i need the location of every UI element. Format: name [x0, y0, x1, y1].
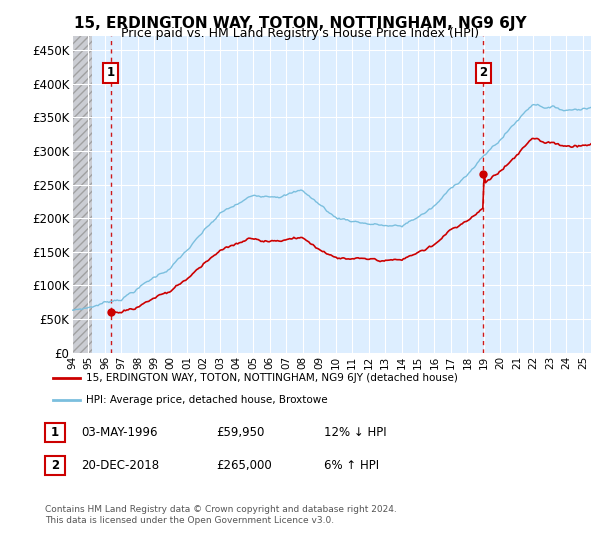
Text: Price paid vs. HM Land Registry's House Price Index (HPI): Price paid vs. HM Land Registry's House … [121, 27, 479, 40]
Text: Contains HM Land Registry data © Crown copyright and database right 2024.
This d: Contains HM Land Registry data © Crown c… [45, 505, 397, 525]
Text: 1: 1 [51, 426, 59, 439]
Text: 15, ERDINGTON WAY, TOTON, NOTTINGHAM, NG9 6JY (detached house): 15, ERDINGTON WAY, TOTON, NOTTINGHAM, NG… [86, 373, 457, 383]
Text: 1: 1 [106, 66, 115, 80]
Text: 03-MAY-1996: 03-MAY-1996 [81, 426, 157, 439]
Text: 2: 2 [51, 459, 59, 473]
Text: 12% ↓ HPI: 12% ↓ HPI [324, 426, 386, 439]
Text: HPI: Average price, detached house, Broxtowe: HPI: Average price, detached house, Brox… [86, 395, 327, 405]
Bar [72, 36, 92, 353]
Text: 15, ERDINGTON WAY, TOTON, NOTTINGHAM, NG9 6JY: 15, ERDINGTON WAY, TOTON, NOTTINGHAM, NG… [74, 16, 526, 31]
Text: £265,000: £265,000 [216, 459, 272, 473]
Text: £59,950: £59,950 [216, 426, 265, 439]
Text: 20-DEC-2018: 20-DEC-2018 [81, 459, 159, 473]
Text: 6% ↑ HPI: 6% ↑ HPI [324, 459, 379, 473]
Text: 2: 2 [479, 66, 487, 80]
